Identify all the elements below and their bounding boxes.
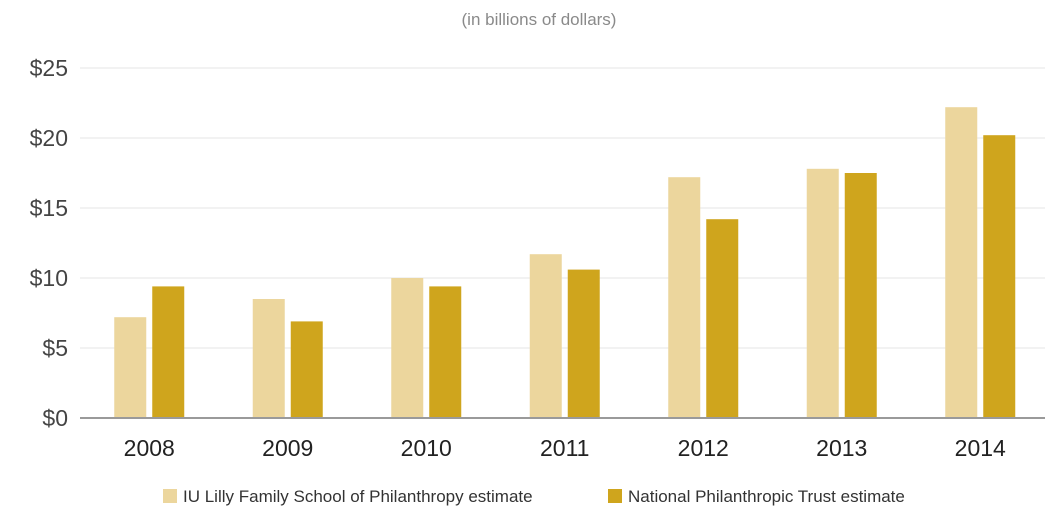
bar-2008-series-2 <box>152 286 185 418</box>
chart-subtitle: (in billions of dollars) <box>462 10 617 29</box>
bar-2012-series-2 <box>706 219 739 418</box>
bar-2014-series-2 <box>983 135 1016 418</box>
bar-2011-series-1 <box>529 254 562 418</box>
bar-2009-series-1 <box>252 299 285 418</box>
y-tick-label: $0 <box>42 405 68 431</box>
legend-label: National Philanthropic Trust estimate <box>628 487 905 506</box>
x-tick-label: 2014 <box>955 435 1006 461</box>
bar-2012-series-1 <box>668 177 701 418</box>
y-tick-label: $15 <box>30 195 68 221</box>
bar-2011-series-2 <box>567 269 600 418</box>
y-tick-label: $10 <box>30 265 68 291</box>
x-tick-label: 2010 <box>401 435 452 461</box>
x-tick-label: 2009 <box>262 435 313 461</box>
x-tick-label: 2011 <box>540 435 589 461</box>
legend-label: IU Lilly Family School of Philanthropy e… <box>183 487 533 506</box>
x-tick-label: 2013 <box>816 435 867 461</box>
y-tick-label: $20 <box>30 125 68 151</box>
bar-2014-series-1 <box>945 107 978 418</box>
x-tick-label: 2008 <box>124 435 175 461</box>
bar-2010-series-2 <box>429 286 462 418</box>
bars <box>114 107 1016 418</box>
x-axis-ticks: 2008 2009 2010 2011 2012 2013 2014 <box>124 435 1006 461</box>
bar-2008-series-1 <box>114 317 147 418</box>
y-tick-label: $5 <box>42 335 68 361</box>
y-axis-ticks: $0 $5 $10 $15 $20 $25 <box>30 55 68 431</box>
bar-2013-series-2 <box>844 173 877 418</box>
x-tick-label: 2012 <box>678 435 729 461</box>
y-tick-label: $25 <box>30 55 68 81</box>
legend-swatch <box>163 489 177 503</box>
bar-2013-series-1 <box>806 168 839 418</box>
bar-2010-series-1 <box>391 278 424 418</box>
gridlines <box>80 67 1045 349</box>
bar-2009-series-2 <box>290 321 323 418</box>
legend-swatch <box>608 489 622 503</box>
legend: IU Lilly Family School of Philanthropy e… <box>163 487 905 506</box>
